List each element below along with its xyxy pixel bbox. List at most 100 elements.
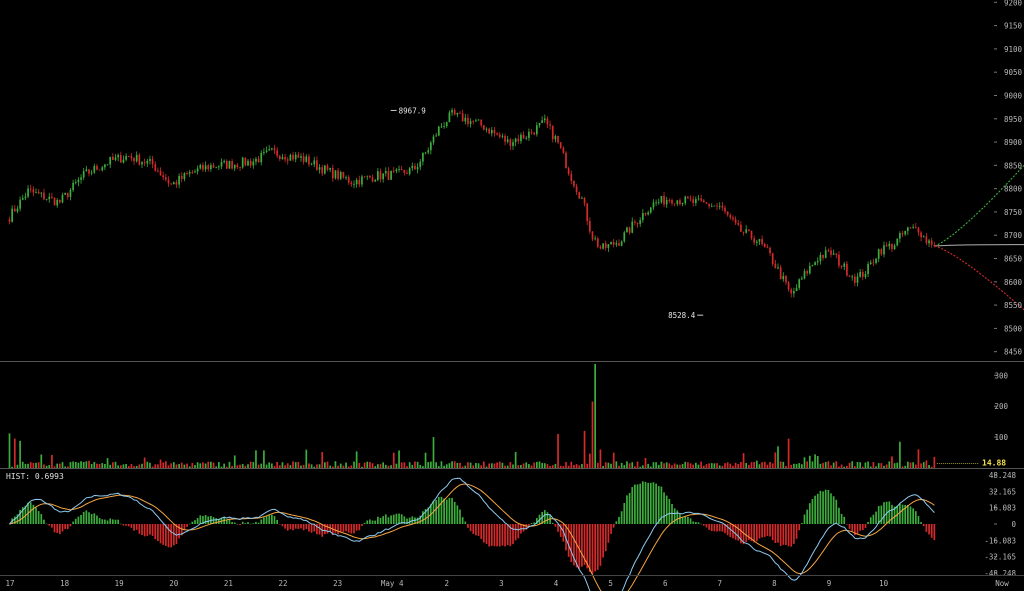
volume-bar [300,465,302,468]
macd-hist-bar [207,516,210,524]
candle-body [838,254,840,266]
volume-bar [268,462,271,468]
macd-hist-bar [485,524,488,545]
macd-hist-bar [806,509,808,524]
macd-hist-bar [339,524,342,532]
time-axis-label: 20 [169,579,179,588]
volume-tick-label: 300 [994,371,1008,380]
macd-hist-bar [631,487,634,524]
volume-bar [48,465,51,468]
volume-bar [766,464,769,468]
volume-bar [469,462,472,468]
candle-body [854,276,856,283]
volume-bar [758,464,761,468]
macd-hist-bar [769,524,771,537]
macd-hist-bar [183,524,186,531]
volume-bar [922,462,925,468]
volume-bar [239,464,241,468]
macd-hist-bar [268,515,271,524]
candle-body [618,243,620,246]
macd-hist-bar [610,524,612,534]
candle-body [811,265,814,266]
volume-bar [549,465,551,468]
candle-body [255,158,257,162]
candle-body [196,168,199,172]
volume-bar [342,465,345,468]
candle-body [220,162,223,167]
macd-hist-bar [276,519,278,524]
candle-body [649,207,652,213]
macd-hist-bar [93,513,96,524]
candle-body [204,165,207,170]
macd-hist-bar [475,524,477,536]
time-axis-label: 10 [879,579,889,588]
candle-body [702,200,705,203]
volume-bar [117,465,119,468]
volume-bar [583,430,586,468]
candle-body [644,213,647,215]
macd-hist-bar [445,499,448,524]
macd-hist-bar [493,524,496,547]
candle-body [803,271,806,279]
candle-body [241,157,244,168]
volume-bar [771,463,774,468]
price-tick-label: 8600 [1004,278,1023,287]
candle-body [930,240,933,245]
macd-hist-bar [32,504,35,524]
candle-body [928,240,930,244]
volume-bar [321,452,324,468]
candle-body [581,198,583,199]
high-annotation: 8967.9 [399,106,426,115]
volume-bar [416,461,419,468]
volume-bar [628,463,631,468]
candle-body [292,154,294,160]
macd-hist-bar [774,524,777,543]
volume-bar [904,465,907,468]
candle-body [525,137,528,139]
candle-body [700,198,702,201]
candle-body [795,287,798,292]
candle-body [922,236,925,238]
macd-hist-bar [59,524,61,535]
volume-bar [538,461,541,468]
volume-bar [596,462,599,468]
macd-hist-bar [80,514,82,524]
candle-body [562,147,565,153]
macd-line [9,477,935,591]
macd-hist-bar [257,522,260,524]
macd-hist-bar [599,524,602,566]
volume-bar [130,463,133,468]
candle-body [215,167,218,169]
macd-hist-bar [74,518,77,524]
macd-hist-bar [551,522,554,524]
macd-hist-bar [361,524,363,526]
volume-bar [636,461,639,468]
price-tick-label: 8650 [1004,255,1023,264]
macd-hist-bar [623,502,626,524]
macd-hist-bar [933,524,936,541]
macd-tick-label: -16.083 [984,536,1016,545]
macd-hist-bar [846,524,848,525]
candle-body [411,165,414,169]
macd-hist-bar [204,515,207,524]
volume-bar [345,462,347,468]
volume-bar [875,466,877,468]
volume-bar [859,462,861,468]
candle-body [769,247,771,254]
candle-body [655,202,657,204]
volume-bar [191,463,194,468]
macd-hist-bar [456,505,459,524]
time-axis-label: 4 [554,579,559,588]
macd-hist-bar [570,524,573,563]
candle-body [565,152,567,169]
candle-body [899,233,901,239]
macd-hist-bar [241,521,244,524]
candle-body [721,205,724,208]
candle-body [390,170,392,180]
macd-hist-bar [451,497,453,524]
macd-hist-bar [313,524,316,532]
macd-hist-bar [45,523,48,525]
volume-bar [109,464,112,468]
volume-bar [212,462,215,468]
